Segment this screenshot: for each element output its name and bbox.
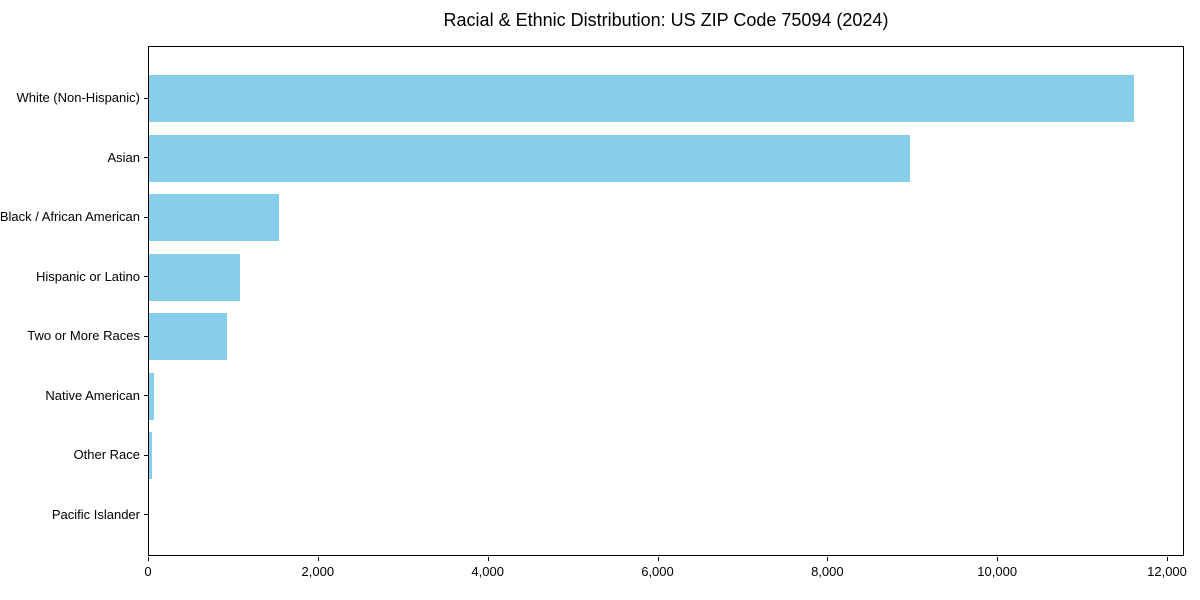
x-tick-mark (657, 557, 659, 561)
x-axis-label: 10,000 (977, 564, 1018, 579)
x-tick-mark (148, 557, 149, 561)
bar-native-american (149, 372, 155, 420)
y-tick-mark (144, 514, 148, 516)
x-tick-mark (997, 557, 999, 561)
y-tick-mark (144, 454, 148, 456)
y-tick-mark (144, 395, 148, 397)
y-tick-mark (144, 157, 148, 159)
y-axis-label: Hispanic or Latino (35, 268, 140, 284)
bar-black-african-american (149, 194, 279, 242)
bar-asian (149, 134, 911, 182)
bar-other-race (149, 432, 152, 480)
x-tick-mark (487, 557, 489, 561)
plot-area (148, 46, 1184, 556)
y-axis-label: Asian (107, 149, 140, 165)
y-tick-mark (144, 97, 148, 99)
y-axis-label: Two or More Races (27, 328, 140, 344)
x-axis-label: 12,000 (1147, 564, 1187, 579)
x-tick-mark (827, 557, 829, 561)
chart-title: Racial & Ethnic Distribution: US ZIP Cod… (443, 10, 889, 30)
x-tick-mark (317, 557, 319, 561)
x-axis-label: 4,000 (471, 564, 504, 579)
bar-two-or-more-races (149, 313, 227, 361)
bar-white-non-hispanic (149, 75, 1134, 123)
y-tick-mark (144, 335, 148, 337)
x-axis-label: 2,000 (301, 564, 335, 579)
y-tick-mark (144, 276, 148, 278)
x-tick-mark (1167, 557, 1169, 561)
y-axis-label: Other Race (73, 447, 140, 463)
y-axis-label: Native American (45, 387, 140, 403)
x-axis-label: 8,000 (811, 564, 844, 579)
x-axis-label: 6,000 (641, 564, 674, 579)
y-axis-label: Black / African American (0, 209, 140, 225)
y-axis-label: White (Non-Hispanic) (16, 90, 140, 106)
y-tick-mark (144, 216, 148, 218)
x-axis-label: 0 (144, 564, 152, 579)
y-axis-label: Pacific Islander (51, 506, 140, 522)
bar-hispanic-or-latino (149, 253, 240, 301)
